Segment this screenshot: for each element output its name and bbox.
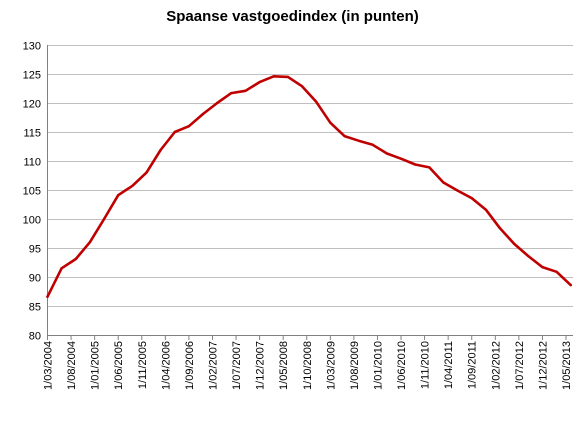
data-point: [357, 139, 360, 142]
x-tick-label: 1/09/2011: [467, 341, 479, 389]
x-tick-label: 1/08/2004: [66, 341, 78, 390]
data-point: [569, 283, 572, 287]
y-tick-label: 100: [23, 215, 41, 227]
x-tick-label: 1/04/2011: [443, 341, 455, 389]
y-tick-label: 110: [23, 157, 41, 169]
data-point: [428, 166, 431, 169]
data-point: [74, 257, 78, 261]
data-point: [470, 196, 473, 200]
y-tick-label: 130: [23, 41, 41, 53]
y-tick-label: 80: [29, 331, 41, 343]
x-tick-label: 1/11/2005: [137, 341, 149, 389]
x-tick-label: 1/02/2007: [207, 341, 219, 390]
data-point: [60, 267, 63, 270]
data-point: [442, 181, 445, 184]
x-tick-label: 1/03/2004: [43, 341, 55, 390]
data-point: [329, 121, 332, 124]
data-point: [102, 217, 106, 221]
x-tick-label: 1/07/2007: [231, 341, 243, 390]
x-tick-label: 1/09/2006: [184, 341, 196, 390]
data-point: [88, 241, 92, 244]
data-point: [159, 148, 162, 152]
x-tick-label: 1/11/2010: [420, 341, 432, 389]
y-tick-label: 120: [23, 99, 41, 111]
x-tick-label: 1/01/2005: [90, 341, 102, 390]
data-point: [527, 254, 530, 258]
data-point: [201, 112, 205, 116]
data-point: [371, 143, 374, 146]
data-point: [399, 157, 403, 160]
x-tick-label: 1/07/2012: [514, 341, 526, 390]
y-tick-label: 105: [23, 186, 41, 198]
chart-title: Spaanse vastgoedindex (in punten): [166, 8, 419, 25]
data-point: [117, 194, 120, 197]
y-tick-label: 115: [23, 128, 41, 140]
y-tick-label: 125: [23, 70, 41, 82]
data-point: [258, 80, 261, 84]
data-point: [498, 227, 502, 230]
y-tick-label: 90: [29, 273, 41, 285]
x-tick-label: 1/10/2008: [302, 341, 314, 390]
data-point: [555, 270, 558, 273]
data-point: [272, 75, 275, 78]
x-tick-label: 1/03/2009: [325, 341, 337, 390]
series-line: [46, 75, 573, 299]
data-point: [484, 208, 488, 211]
x-tick-label: 1/06/2005: [113, 341, 125, 390]
data-point: [216, 101, 219, 105]
data-point: [230, 91, 233, 95]
x-tick-label: 1/01/2010: [372, 341, 384, 390]
x-tick-label: 1/04/2006: [160, 341, 172, 390]
data-point: [343, 134, 346, 138]
data-point: [414, 163, 417, 166]
data-point: [187, 125, 191, 128]
data-point: [300, 85, 304, 88]
data-point: [244, 89, 247, 93]
data-point: [541, 265, 544, 269]
x-tick-label: 1/12/2012: [537, 341, 549, 390]
y-tick-label: 95: [29, 244, 41, 256]
data-point: [145, 171, 148, 174]
data-point: [456, 189, 459, 192]
data-point: [286, 75, 290, 79]
x-tick-label: 1/08/2009: [349, 341, 361, 390]
data-point: [385, 152, 389, 155]
x-tick-label: 1/02/2012: [490, 341, 502, 390]
x-tick-label: 1/05/2008: [278, 341, 290, 390]
x-tick-label: 1/06/2010: [396, 341, 408, 390]
x-tick-label: 1/12/2007: [255, 341, 267, 390]
data-point: [46, 295, 49, 298]
data-point: [513, 242, 516, 246]
data-point: [315, 100, 318, 104]
data-point: [131, 184, 134, 188]
x-tick-label: 1/05/2013: [561, 341, 573, 390]
data-point: [173, 130, 176, 134]
y-tick-label: 85: [29, 302, 41, 314]
